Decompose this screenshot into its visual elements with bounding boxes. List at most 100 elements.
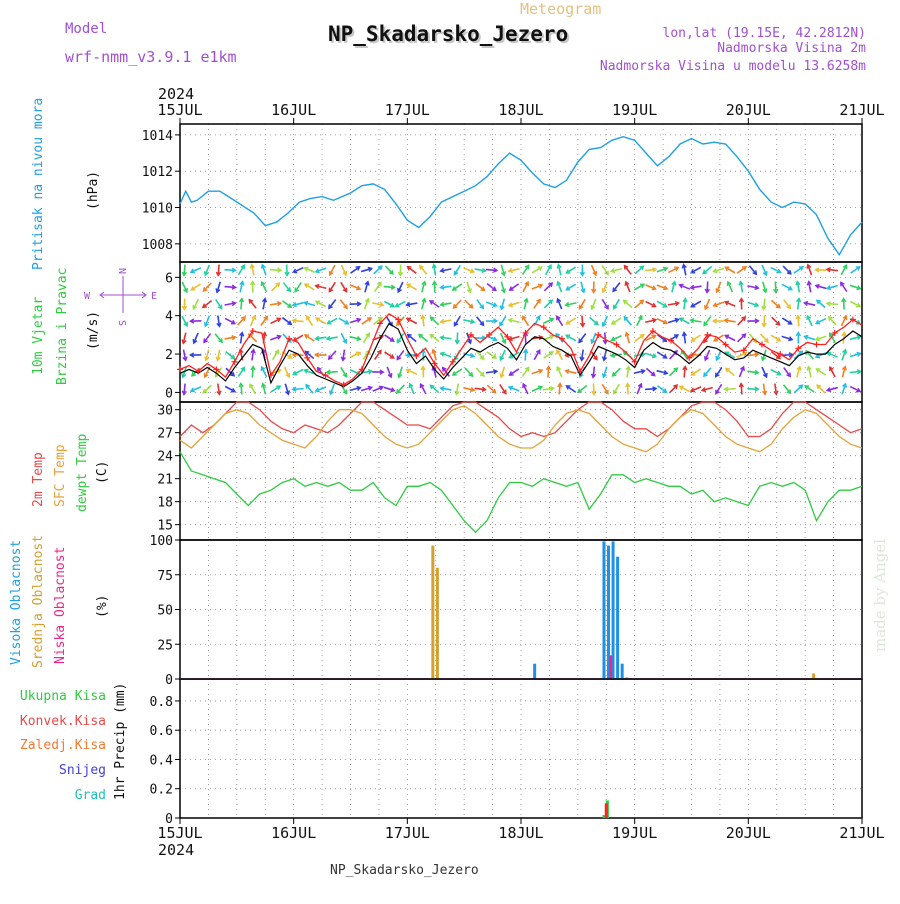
- wind-gust-line: [180, 314, 862, 385]
- compass-arrows: [100, 276, 146, 313]
- cloud-bar: [621, 664, 624, 679]
- model-label: Model: [65, 21, 107, 37]
- cloud-bar: [602, 541, 605, 679]
- x-tick-label-top: 20JUL: [726, 101, 771, 119]
- x-tick-label-top: 18JUL: [498, 101, 543, 119]
- product-title: Meteogram: [520, 0, 601, 18]
- pressure-ytick-label: 1010: [142, 202, 173, 217]
- wind-ytick-label: 6: [165, 271, 173, 286]
- cloud-label-high: Visoka Oblacnost: [9, 540, 24, 665]
- wind-gust-marker: [232, 359, 238, 365]
- cloud-bar: [609, 655, 612, 679]
- temp-ytick-label: 15: [157, 519, 173, 534]
- x-tick-label-bottom: 16JUL: [271, 824, 316, 842]
- wind-arrow: [203, 283, 211, 291]
- clouds-ytick-label: 0: [165, 673, 173, 688]
- x-tick-label-bottom: 18JUL: [498, 824, 543, 842]
- clouds-ytick-label: 75: [157, 569, 173, 584]
- cloud-bar: [812, 673, 815, 679]
- wind-arrow: [669, 385, 677, 393]
- compass-s: S: [116, 320, 127, 326]
- wind-arrow: [783, 266, 791, 274]
- temp-ytick-label: 24: [157, 450, 173, 465]
- temp-label-dewpt: dewpt Temp: [75, 434, 90, 512]
- precip-legend-frz: Zaledj.Kisa: [20, 738, 106, 753]
- x-tick-label-bottom: 20JUL: [726, 824, 771, 842]
- wind-label-1: 10m Vjetar: [31, 297, 46, 375]
- x-tick-label-bottom: 15JUL: [157, 824, 202, 842]
- clouds-ytick-label: 50: [157, 604, 173, 619]
- precip-legend-hail: Grad: [75, 788, 106, 803]
- wind-arrow: [203, 385, 211, 393]
- precip-ytick-label: 0.2: [150, 783, 173, 798]
- cloud-label-low: Niska Oblacnost: [53, 547, 68, 664]
- x-tick-label-top: 15JUL: [157, 101, 202, 119]
- x-tick-label-top: 17JUL: [385, 101, 430, 119]
- wind-arrow: [613, 368, 621, 376]
- wind-arrow: [817, 385, 825, 393]
- elevation-label: Nadmorska Visina 2m: [717, 41, 866, 56]
- precip-unit: 1hr Precip (mm): [113, 683, 128, 800]
- precip-bar: [605, 803, 608, 818]
- wind-direction-field: [182, 265, 861, 395]
- wind-arrow: [544, 300, 552, 308]
- x-tick-label-bottom: 19JUL: [612, 824, 657, 842]
- compass-n: N: [116, 268, 127, 274]
- compass-w: W: [84, 291, 91, 302]
- x-tick-label-top: 21JUL: [839, 101, 884, 119]
- pressure-label: Pritisak na nivou mora: [31, 98, 46, 270]
- temp-unit: (C): [95, 461, 110, 484]
- precip-legend-total: Ukupna Kisa: [20, 689, 106, 704]
- wind-ytick-label: 4: [165, 310, 173, 325]
- temp-ytick-label: 18: [157, 496, 173, 511]
- wind-ytick-label: 0: [165, 386, 173, 401]
- x-tick-label-bottom: 17JUL: [385, 824, 430, 842]
- wind-ytick-label: 2: [165, 348, 173, 363]
- pressure-ytick-label: 1014: [142, 129, 173, 144]
- footer-station: NP_Skadarsko_Jezero: [330, 863, 479, 878]
- year-bottom: 2024: [158, 841, 194, 859]
- wind-unit: (m/s): [86, 311, 101, 350]
- wind-arrow: [544, 283, 552, 291]
- wind-label-2: Brzina i Pravac: [55, 268, 70, 385]
- cloud-bar: [616, 557, 619, 679]
- wind-arrow: [465, 300, 473, 308]
- model-value: wrf-nmm_v3.9.1 e1km: [65, 48, 237, 66]
- precip-legend-conv: Konvek.Kisa: [20, 714, 106, 729]
- temp-label-sfc: SFC Temp: [53, 444, 68, 507]
- precip-ytick-label: 0.4: [150, 753, 174, 768]
- lonlat-label: lon,lat (19.15E, 42.2812N): [663, 26, 867, 41]
- clouds-ytick-label: 25: [157, 638, 173, 653]
- precip-legend-snow: Snijeg: [59, 763, 106, 778]
- precip-ytick-label: 0.8: [150, 695, 173, 710]
- x-tick-label-bottom: 21JUL: [839, 824, 884, 842]
- clouds-ytick-label: 100: [150, 534, 173, 549]
- wind-gust-marker: [177, 366, 183, 372]
- model-elevation-label: Nadmorska Visina u modelu 13.6258m: [600, 59, 866, 74]
- precip-ytick-label: 0.6: [150, 724, 173, 739]
- wind-arrow: [272, 283, 280, 291]
- temp-ytick-label: 21: [157, 473, 173, 488]
- cloud-bar: [436, 568, 439, 679]
- pressure-unit: (hPa): [86, 171, 101, 210]
- cloud-bar: [533, 664, 536, 679]
- watermark: made by Angel: [871, 539, 889, 652]
- x-tick-label-top: 19JUL: [612, 101, 657, 119]
- wind-gust-marker: [759, 341, 765, 347]
- temp-label-2m: 2m Temp: [31, 452, 46, 507]
- wind-arrow: [669, 368, 677, 376]
- pressure-ytick-label: 1008: [142, 238, 173, 253]
- temp-ytick-label: 30: [157, 404, 173, 419]
- x-tick-label-top: 16JUL: [271, 101, 316, 119]
- temp-ytick-label: 27: [157, 427, 173, 442]
- cloud-bar: [431, 546, 434, 679]
- wind-gust-marker: [814, 341, 820, 347]
- pressure-ytick-label: 1012: [142, 165, 173, 180]
- cloud-label-mid: Srednja Oblacnost: [31, 535, 46, 668]
- compass-e: E: [151, 291, 157, 302]
- plot-area: 1008101010121014024615182124273002550751…: [142, 101, 885, 842]
- wind-arrow: [772, 317, 780, 325]
- station-title-fg: NP_Skadarsko_Jezero: [328, 22, 568, 46]
